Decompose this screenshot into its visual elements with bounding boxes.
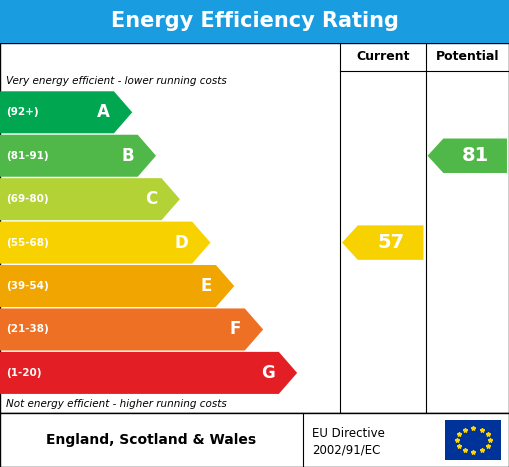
Text: Energy Efficiency Rating: Energy Efficiency Rating [110,12,399,31]
Text: 2002/91/EC: 2002/91/EC [312,443,380,456]
Polygon shape [0,134,156,177]
Polygon shape [0,221,210,263]
Bar [445,420,501,460]
Text: EU Directive: EU Directive [312,427,385,440]
Text: 57: 57 [377,233,404,252]
Text: 81: 81 [462,146,489,165]
Polygon shape [342,226,423,260]
Bar [0,43,509,413]
Text: England, Scotland & Wales: England, Scotland & Wales [46,433,257,447]
Text: E: E [201,277,212,295]
Polygon shape [0,265,234,307]
Polygon shape [0,352,297,394]
Text: (92+): (92+) [6,107,39,117]
Text: Potential: Potential [436,50,499,64]
Text: F: F [230,320,241,339]
Text: C: C [145,190,157,208]
Polygon shape [0,178,180,220]
Bar [0,413,509,467]
Text: B: B [121,147,134,165]
Text: D: D [174,234,188,252]
Text: A: A [97,103,110,121]
Text: (69-80): (69-80) [6,194,49,204]
Text: Very energy efficient - lower running costs: Very energy efficient - lower running co… [6,76,227,86]
Text: (55-68): (55-68) [6,238,49,248]
Text: (81-91): (81-91) [6,151,49,161]
Bar [0,0,509,43]
Text: Current: Current [356,50,410,64]
Text: Not energy efficient - higher running costs: Not energy efficient - higher running co… [6,399,227,409]
Text: (21-38): (21-38) [6,325,49,334]
Polygon shape [0,308,263,350]
Text: (39-54): (39-54) [6,281,49,291]
Polygon shape [428,139,507,173]
Text: G: G [261,364,275,382]
Text: (1-20): (1-20) [6,368,42,378]
Polygon shape [0,91,132,133]
